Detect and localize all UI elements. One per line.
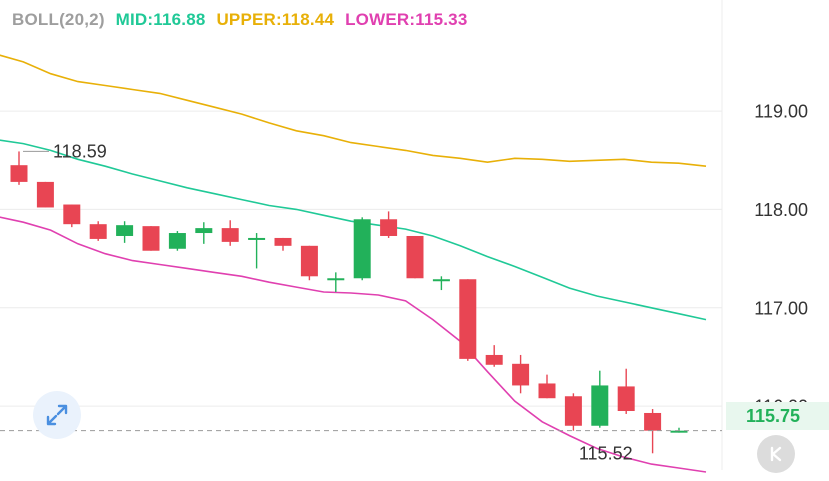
- candle: [564, 393, 582, 431]
- candle-body: [591, 385, 609, 426]
- candle-body: [10, 165, 28, 182]
- candle: [36, 181, 54, 208]
- candle-body: [142, 226, 160, 251]
- mid-band-line: [0, 139, 707, 321]
- high-annotation: 118.59: [53, 141, 107, 161]
- legend-name: BOLL(20,2): [12, 10, 105, 29]
- candle-body: [327, 278, 345, 281]
- candle: [248, 233, 266, 269]
- y-tick-label: 118.00: [754, 200, 808, 220]
- candle-body: [538, 383, 556, 399]
- candle: [195, 222, 213, 244]
- candle: [274, 237, 292, 251]
- y-tick-label: 119.00: [754, 102, 808, 122]
- candle-body: [670, 430, 688, 433]
- candle-body: [116, 225, 134, 236]
- candle-body: [89, 224, 107, 239]
- candle-body: [512, 363, 530, 386]
- candle-body: [432, 279, 450, 282]
- expand-button[interactable]: [33, 391, 81, 439]
- legend-mid: MID:116.88: [115, 10, 206, 29]
- candle: [591, 370, 609, 428]
- candle-body: [300, 245, 318, 277]
- candle: [116, 221, 134, 243]
- legend-upper: UPPER:118.44: [216, 10, 335, 29]
- candle-body: [168, 233, 186, 249]
- candle-body: [63, 204, 81, 225]
- candle: [380, 211, 398, 238]
- candle: [485, 345, 503, 367]
- current-price-badge: 115.75: [726, 402, 829, 430]
- candle: [353, 217, 371, 281]
- candle-body: [459, 279, 477, 359]
- candle-body: [36, 181, 54, 208]
- boll-legend: BOLL(20,2) MID:116.88 UPPER:118.44 LOWER…: [12, 10, 473, 30]
- candle-body: [221, 228, 239, 242]
- candle: [459, 279, 477, 361]
- candle: [300, 245, 318, 281]
- legend-lower: LOWER:115.33: [345, 10, 468, 29]
- candle-body: [644, 412, 662, 431]
- candle: [142, 226, 160, 251]
- candle-body: [380, 219, 398, 236]
- lower-band-line: [0, 216, 707, 473]
- candle-body: [248, 237, 266, 240]
- candle-body: [353, 219, 371, 279]
- candle-body: [564, 396, 582, 426]
- k-line-icon: [770, 446, 782, 462]
- candle-body: [617, 386, 635, 412]
- y-tick-label: 117.00: [754, 298, 808, 318]
- candle: [432, 276, 450, 291]
- candle: [406, 235, 424, 279]
- candle: [63, 204, 81, 228]
- candle-body: [274, 237, 292, 246]
- expand-arrows-icon: [46, 404, 68, 426]
- candle: [617, 368, 635, 414]
- candle: [327, 272, 345, 293]
- candle: [168, 231, 186, 251]
- candle: [512, 354, 530, 394]
- candle-body: [406, 235, 424, 279]
- candle: [538, 374, 556, 399]
- candle-body: [195, 228, 213, 234]
- k-line-button[interactable]: [757, 435, 795, 473]
- upper-band-line: [0, 54, 707, 167]
- candle: [10, 151, 28, 185]
- candle: [89, 221, 107, 241]
- candle-body: [485, 354, 503, 365]
- low-annotation: 115.52: [579, 443, 633, 463]
- candle: [221, 220, 239, 246]
